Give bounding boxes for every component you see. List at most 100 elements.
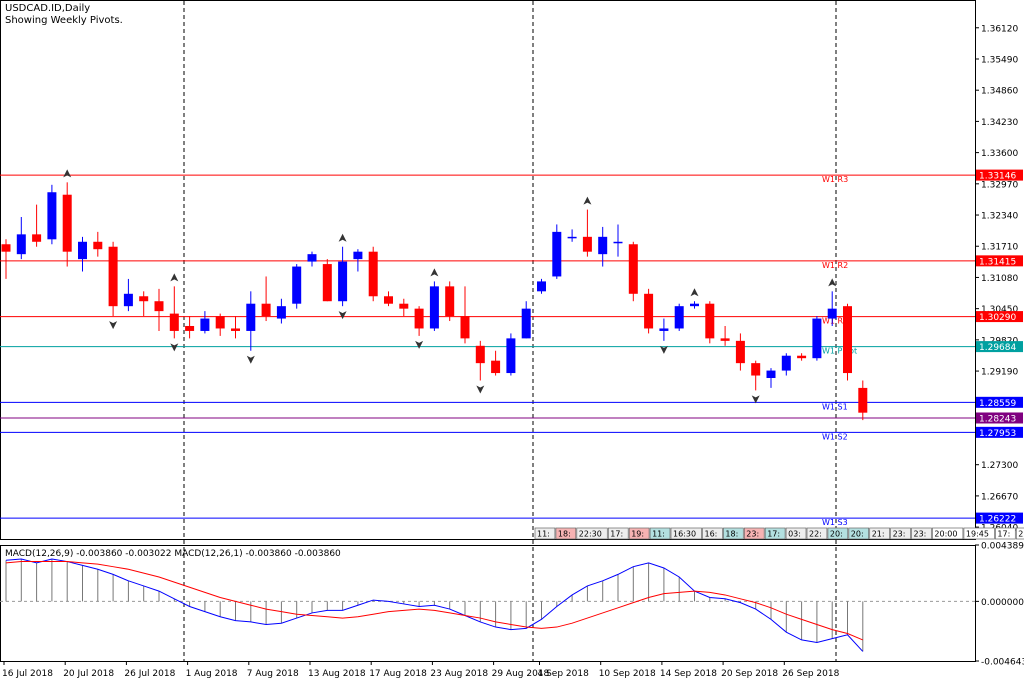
candle-body xyxy=(292,266,302,304)
price-tick-label: 1.30450 xyxy=(981,305,1018,315)
price-tick-label: 1.29190 xyxy=(981,368,1018,378)
candle-body xyxy=(445,286,455,317)
macd-panel-frame xyxy=(0,545,976,662)
candle-body xyxy=(552,231,562,277)
fractal-down-arrow xyxy=(751,395,760,404)
candle-body xyxy=(32,234,42,242)
session-time-label: 23: xyxy=(914,530,927,539)
session-time-box xyxy=(702,527,723,540)
session-time-label: 22:30 xyxy=(1018,530,1024,539)
pivot-subtitle: Showing Weekly Pivots. xyxy=(5,15,123,26)
candle-body xyxy=(16,234,26,255)
candle-body xyxy=(78,241,87,260)
candle-body xyxy=(338,261,348,302)
candle-body xyxy=(154,301,164,312)
candle-body xyxy=(598,236,608,255)
symbol-label: USDCAD.ID,Daily xyxy=(5,3,91,14)
candle-body xyxy=(582,236,592,252)
candle-body xyxy=(705,303,715,339)
candle-body xyxy=(781,355,791,371)
pivot-price-box-label: 1.33146 xyxy=(979,172,1016,182)
price-tick-label: 1.36120 xyxy=(981,24,1018,34)
date-tick-label: 20 Sep 2018 xyxy=(721,669,778,679)
candle-body xyxy=(613,241,623,244)
candle-body xyxy=(720,338,730,341)
date-tick-label: 1 Aug 2018 xyxy=(186,669,238,679)
candle-body xyxy=(414,308,424,329)
pivot-label: W1 Pivot xyxy=(822,347,857,356)
price-tick-label: 1.34230 xyxy=(981,118,1018,128)
candle-body xyxy=(797,355,807,359)
date-tick-label: 7 Aug 2018 xyxy=(247,669,299,679)
session-time-box xyxy=(827,527,849,540)
session-time-label: 19:45 xyxy=(966,530,989,539)
candle-body xyxy=(644,293,654,329)
candle-body xyxy=(537,281,546,292)
session-time-label: 17: xyxy=(610,530,623,539)
candle-body xyxy=(1,244,11,252)
session-time-label: 20:00 xyxy=(934,530,957,539)
pivot-price-box-label: 1.28559 xyxy=(979,399,1016,409)
session-time-box xyxy=(628,527,650,540)
pivot-price-box-label: 1.27953 xyxy=(979,429,1016,439)
price-tick-label: 1.35490 xyxy=(981,55,1018,65)
price-tick-label: 1.33600 xyxy=(981,149,1018,159)
candle-body xyxy=(843,306,852,374)
session-time-box xyxy=(576,527,608,540)
date-tick-label: 26 Jul 2018 xyxy=(124,669,175,679)
pivot-label: W1 S3 xyxy=(822,518,848,527)
candle-body xyxy=(139,296,149,302)
session-time-label: 11: xyxy=(652,530,665,539)
candle-body xyxy=(185,325,195,331)
session-time-label: 22: xyxy=(809,530,822,539)
candle-body xyxy=(307,254,317,262)
date-tick-label: 17 Aug 2018 xyxy=(369,669,427,679)
macd-tick-label: 0.000000 xyxy=(981,598,1024,608)
price-tick-label: 1.26670 xyxy=(981,492,1018,502)
session-time-box xyxy=(932,527,964,540)
fractal-up-arrow xyxy=(430,268,439,277)
session-time-label: 23: xyxy=(746,530,759,539)
price-tick-label: 1.34860 xyxy=(981,87,1018,97)
fractal-up-arrow xyxy=(583,196,592,205)
macd-header: MACD(12,26,9) -0.003860 -0.003022 MACD(1… xyxy=(5,549,341,559)
candle-body xyxy=(460,316,470,339)
date-tick-label: 4 Sep 2018 xyxy=(538,669,590,679)
session-time-box xyxy=(869,527,890,540)
pivot-label: W1 R1 xyxy=(822,317,848,326)
date-tick-label: 10 Sep 2018 xyxy=(599,669,656,679)
fractal-down-arrow xyxy=(170,343,179,352)
pivot-price-box xyxy=(976,169,1023,181)
session-time-label: 22:30 xyxy=(579,530,602,539)
pivot-label: W1 S2 xyxy=(822,432,848,441)
fractal-up-arrow xyxy=(690,288,699,297)
session-time-box xyxy=(1015,527,1024,540)
pivot-price-box xyxy=(976,341,1023,353)
fractal-down-arrow xyxy=(476,385,485,394)
session-time-box xyxy=(848,527,870,540)
date-tick-label: 13 Aug 2018 xyxy=(308,669,366,679)
candle-body xyxy=(858,387,868,413)
candle-body xyxy=(322,264,332,302)
session-time-box xyxy=(963,527,995,540)
session-time-label: 16: xyxy=(705,530,718,539)
price-tick-label: 1.31710 xyxy=(981,243,1018,253)
macd-tick-label: -0.004643 xyxy=(981,658,1024,668)
candle-body xyxy=(368,251,378,297)
macd-tick-label: 0.004389 xyxy=(981,542,1024,552)
candle-body xyxy=(521,308,531,339)
candle-body xyxy=(169,313,179,331)
candle-body xyxy=(567,236,577,239)
session-time-box xyxy=(764,527,786,540)
macd-main-line xyxy=(5,558,864,652)
date-tick-label: 20 Jul 2018 xyxy=(63,669,114,679)
candle-body xyxy=(108,246,118,307)
pivot-label: W1 R2 xyxy=(822,261,848,270)
session-time-box xyxy=(649,527,671,540)
session-time-label: 17: xyxy=(767,530,780,539)
candle-body xyxy=(62,194,72,252)
candle-body xyxy=(735,340,745,364)
session-time-box xyxy=(890,527,911,540)
price-tick-label: 1.32340 xyxy=(981,212,1018,222)
